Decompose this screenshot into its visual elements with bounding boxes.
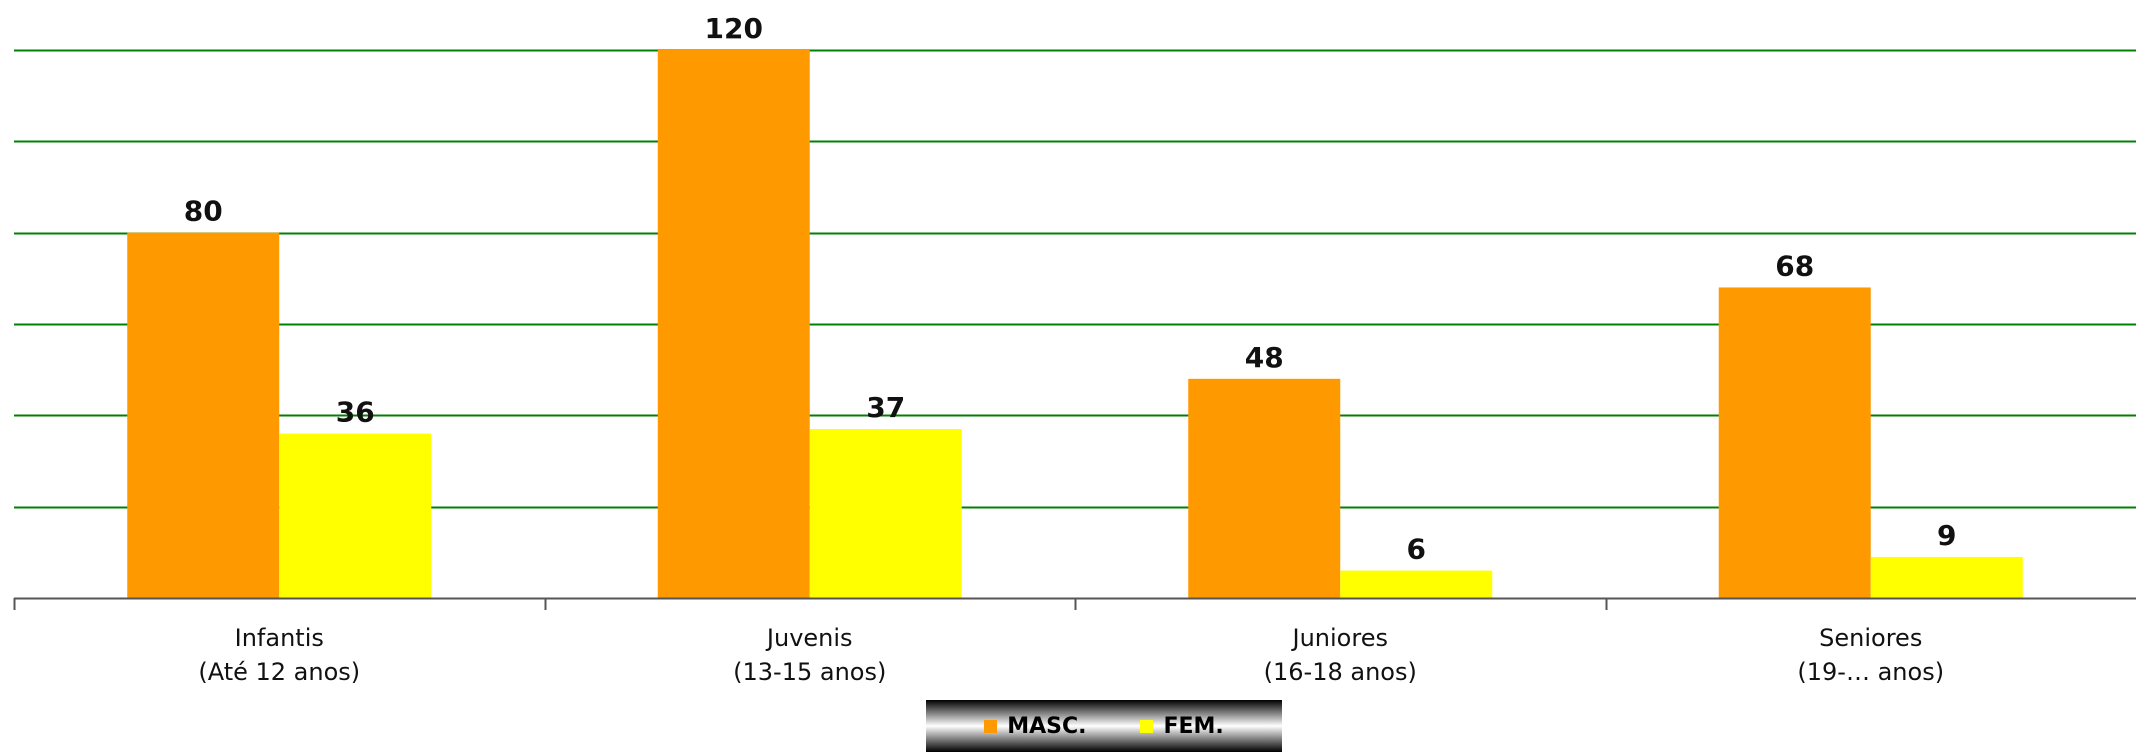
legend-item-fem: FEM. xyxy=(1140,713,1224,739)
bar-fem-0 xyxy=(279,433,432,598)
data-label-fem-1: 37 xyxy=(866,391,905,424)
x-axis xyxy=(13,597,2136,610)
data-label-masc-3: 68 xyxy=(1775,249,1814,282)
bar-masc-2 xyxy=(1188,378,1341,598)
legend-label-masc: MASC. xyxy=(1007,713,1087,739)
data-label-masc-0: 80 xyxy=(184,195,223,228)
category-label-1: Juvenis (13-15 anos) xyxy=(733,624,886,686)
data-label-masc-1: 120 xyxy=(705,12,763,45)
category-label-3: Seniores (19-… anos) xyxy=(1797,624,1944,686)
bar-fem-3 xyxy=(1870,556,2023,598)
bar-fem-1 xyxy=(809,429,962,598)
bar-masc-3 xyxy=(1718,287,1871,598)
bar-masc-1 xyxy=(657,50,810,598)
category-label-0: Infantis (Até 12 anos) xyxy=(198,624,360,686)
data-label-fem-2: 6 xyxy=(1407,533,1426,566)
bar-masc-0 xyxy=(127,232,280,598)
legend-label-fem: FEM. xyxy=(1163,713,1224,739)
legend-swatch-masc xyxy=(984,719,998,733)
data-label-fem-0: 36 xyxy=(336,396,375,429)
data-label-fem-3: 9 xyxy=(1937,519,1956,552)
legend: MASC. FEM. xyxy=(926,700,1282,752)
legend-swatch-fem xyxy=(1140,719,1154,733)
bar-fem-2 xyxy=(1340,570,1493,598)
data-labels: 80 36 Infantis (Até 12 anos) 120 37 Juvenis (13… xyxy=(184,12,1957,686)
legend-item-masc: MASC. xyxy=(984,714,1086,739)
data-label-masc-2: 48 xyxy=(1245,341,1284,374)
bars xyxy=(127,50,2023,598)
category-label-2: Juniores (16-18 anos) xyxy=(1264,624,1417,686)
